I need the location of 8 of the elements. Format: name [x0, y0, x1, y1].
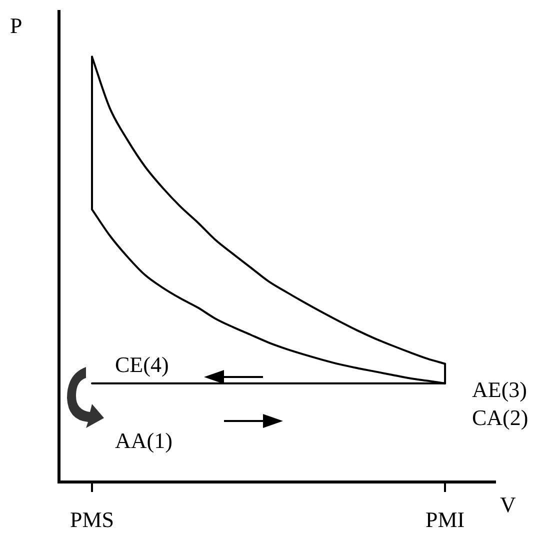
text: AE(3) — [472, 377, 527, 402]
x-tick-label: PMI — [425, 506, 465, 532]
text: CA(2) — [472, 405, 528, 430]
annotation: CE(4) — [115, 352, 169, 377]
y-axis-title: P — [10, 13, 22, 38]
x-tick-label: PMS — [70, 506, 114, 532]
x-axis-title: V — [500, 492, 516, 517]
annotation: AA(1) — [115, 428, 172, 453]
